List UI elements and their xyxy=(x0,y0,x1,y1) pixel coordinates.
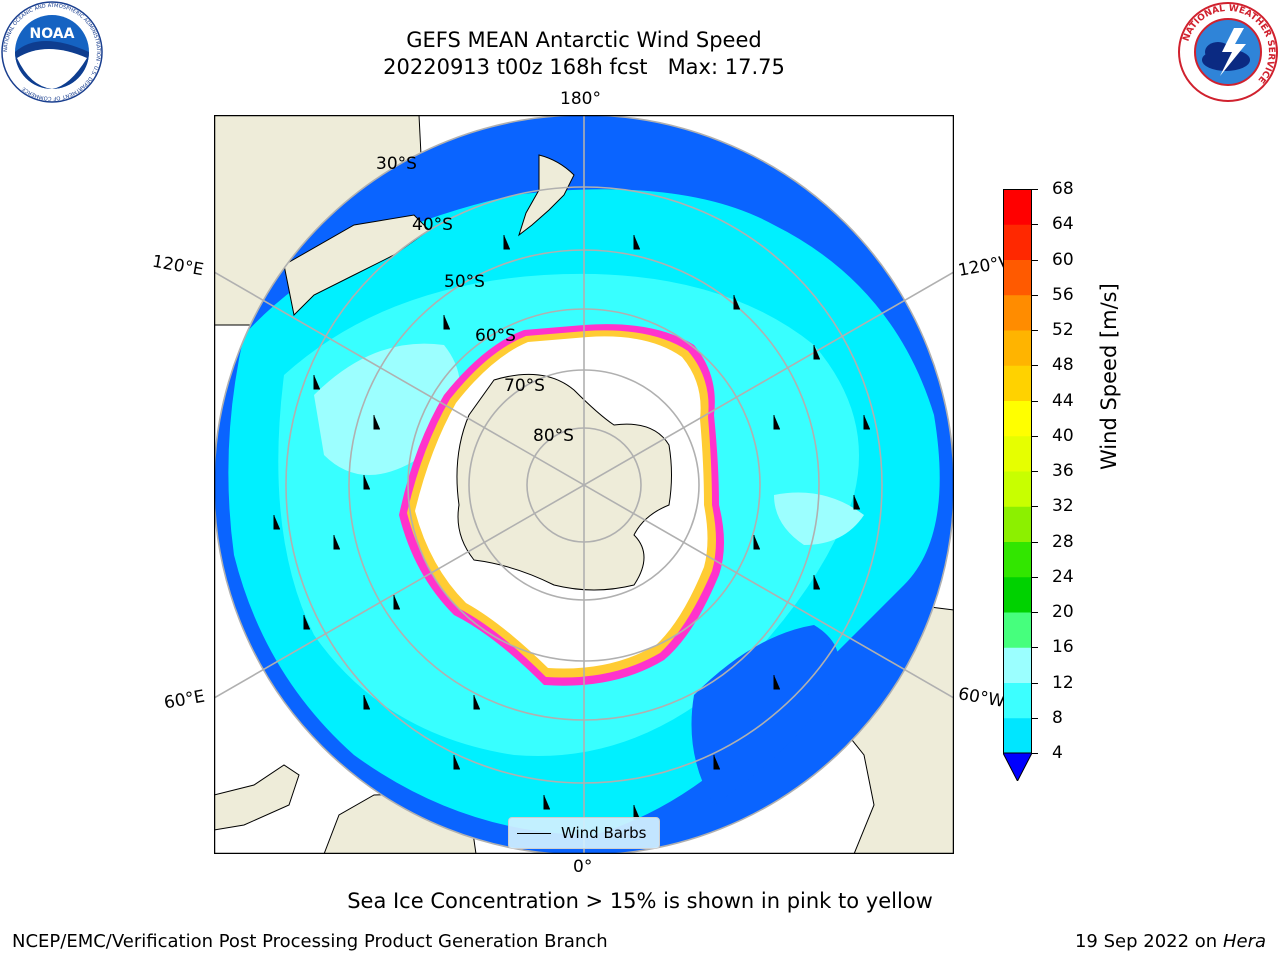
date-stamp: 19 Sep 2022 on Hera xyxy=(1075,931,1266,952)
colorbar-tick-mark xyxy=(1032,259,1038,261)
colorbar-segment xyxy=(1003,294,1032,331)
colorbar-tick-mark xyxy=(1032,330,1038,331)
colorbar-tick-label: 68 xyxy=(1052,179,1074,199)
map-border xyxy=(214,115,954,854)
colorbar-tick-label: 64 xyxy=(1052,214,1074,235)
colorbar-segment xyxy=(1003,471,1032,507)
land-antarctica xyxy=(456,373,672,591)
colorbar-tick-label: 8 xyxy=(1052,707,1063,728)
colorbar-tick-label: 20 xyxy=(1052,602,1074,622)
colorbar-tick-mark xyxy=(1032,682,1038,684)
colorbar-tick-label: 4 xyxy=(1052,743,1063,763)
lon-label-0: 0° xyxy=(573,857,593,877)
colorbar-tick-label: 52 xyxy=(1052,320,1074,340)
colorbar-segment xyxy=(1003,717,1032,754)
colorbar-tick-label: 40 xyxy=(1052,425,1074,446)
colorbar-segment xyxy=(1003,682,1032,719)
lon-label-60w: 60°W xyxy=(956,684,1007,712)
colorbar-tick-mark xyxy=(1032,400,1038,402)
nws-logo: NATIONAL WEATHER SERVICE xyxy=(1178,2,1278,102)
lon-label-180: 180° xyxy=(560,89,601,109)
lat-label-40s: 40°S xyxy=(412,215,453,235)
wind-band-pale2 xyxy=(774,492,864,545)
lat-label-70s: 70°S xyxy=(504,376,545,396)
colorbar-tick-label: 12 xyxy=(1052,672,1074,693)
colorbar-tick-label: 28 xyxy=(1052,531,1074,552)
colorbar-tick-mark xyxy=(1032,294,1038,296)
map-legend: Wind Barbs xyxy=(508,817,660,849)
lat-label-60s: 60°S xyxy=(475,326,516,346)
colorbar-tick-label: 32 xyxy=(1052,496,1074,517)
chart-title: GEFS MEAN Antarctic Wind Speed xyxy=(406,28,762,52)
colorbar-segment xyxy=(1003,506,1032,542)
legend-label: Wind Barbs xyxy=(561,824,647,842)
colorbar-tick-mark xyxy=(1032,541,1038,543)
land-madagascar xyxy=(214,764,300,831)
colorbar-segment xyxy=(1003,612,1032,648)
lon-label-120e: 120°E xyxy=(150,251,206,281)
noaa-logo: NOAA NATIONAL OCEANIC AND ATMOSPHERIC AD… xyxy=(1,1,103,103)
colorbar-tick-mark xyxy=(1032,717,1038,719)
graticule xyxy=(214,115,954,854)
land-nz xyxy=(518,154,575,237)
lon-label-60e: 60°E xyxy=(162,686,207,714)
colorbar-segment xyxy=(1003,400,1032,437)
colorbar-tick-mark xyxy=(1032,576,1038,578)
colorbar-segment xyxy=(1003,435,1032,472)
colorbar-segment xyxy=(1003,224,1032,260)
lat-label-80s: 80°S xyxy=(533,426,574,446)
colorbar-segment xyxy=(1003,189,1032,225)
colorbar-tick-mark xyxy=(1032,224,1038,226)
colorbar-tick-mark xyxy=(1032,471,1038,472)
lat-label-30s: 30°S xyxy=(376,154,417,174)
colorbar-title: Wind Speed [m/s] xyxy=(1097,283,1121,470)
colorbar-tick-label: 24 xyxy=(1052,566,1074,587)
date-text: 19 Sep 2022 on xyxy=(1074,931,1218,952)
colorbar-tick-label: 48 xyxy=(1052,355,1074,376)
colorbar-tick-mark xyxy=(1032,753,1038,754)
colorbar-tick-mark xyxy=(1032,189,1038,190)
colorbar-segment xyxy=(1003,576,1032,613)
colorbar-tick-mark xyxy=(1032,647,1038,649)
colorbar-segment xyxy=(1003,259,1032,296)
chart-subtitle: 20220913 t00z 168h fcst Max: 17.75 xyxy=(383,55,785,79)
sea-ice-caption: Sea Ice Concentration > 15% is shown in … xyxy=(347,889,933,913)
colorbar-tick-mark xyxy=(1032,435,1038,437)
colorbar-tick-label: 56 xyxy=(1052,284,1074,305)
colorbar-tick-label: 60 xyxy=(1052,249,1074,270)
colorbar-tick-mark xyxy=(1032,365,1038,367)
colorbar-segment xyxy=(1003,330,1032,366)
colorbar-frame xyxy=(1003,189,1032,754)
colorbar-segment xyxy=(1003,647,1032,683)
colorbar-tick-mark xyxy=(1032,506,1038,508)
wind-barbs xyxy=(273,235,870,820)
colorbar-tick-label: 36 xyxy=(1052,461,1074,481)
colorbar-tick-mark xyxy=(1032,612,1038,613)
noaa-logo-text: NOAA xyxy=(30,26,75,42)
colorbar xyxy=(1003,189,1032,781)
colorbar-segment xyxy=(1003,365,1032,401)
colorbar-extend-arrow xyxy=(1003,752,1032,781)
machine-name: Hera xyxy=(1222,931,1266,952)
colorbar-tick-label: 16 xyxy=(1052,637,1074,658)
polar-map: 30°S 40°S 50°S 60°S 70°S 80°S xyxy=(214,115,954,854)
legend-line-icon xyxy=(517,832,551,834)
colorbar-segment xyxy=(1003,541,1032,578)
lat-label-50s: 50°S xyxy=(444,272,485,292)
credit-text: NCEP/EMC/Verification Post Processing Pr… xyxy=(12,931,608,952)
colorbar-tick-label: 44 xyxy=(1052,390,1074,411)
